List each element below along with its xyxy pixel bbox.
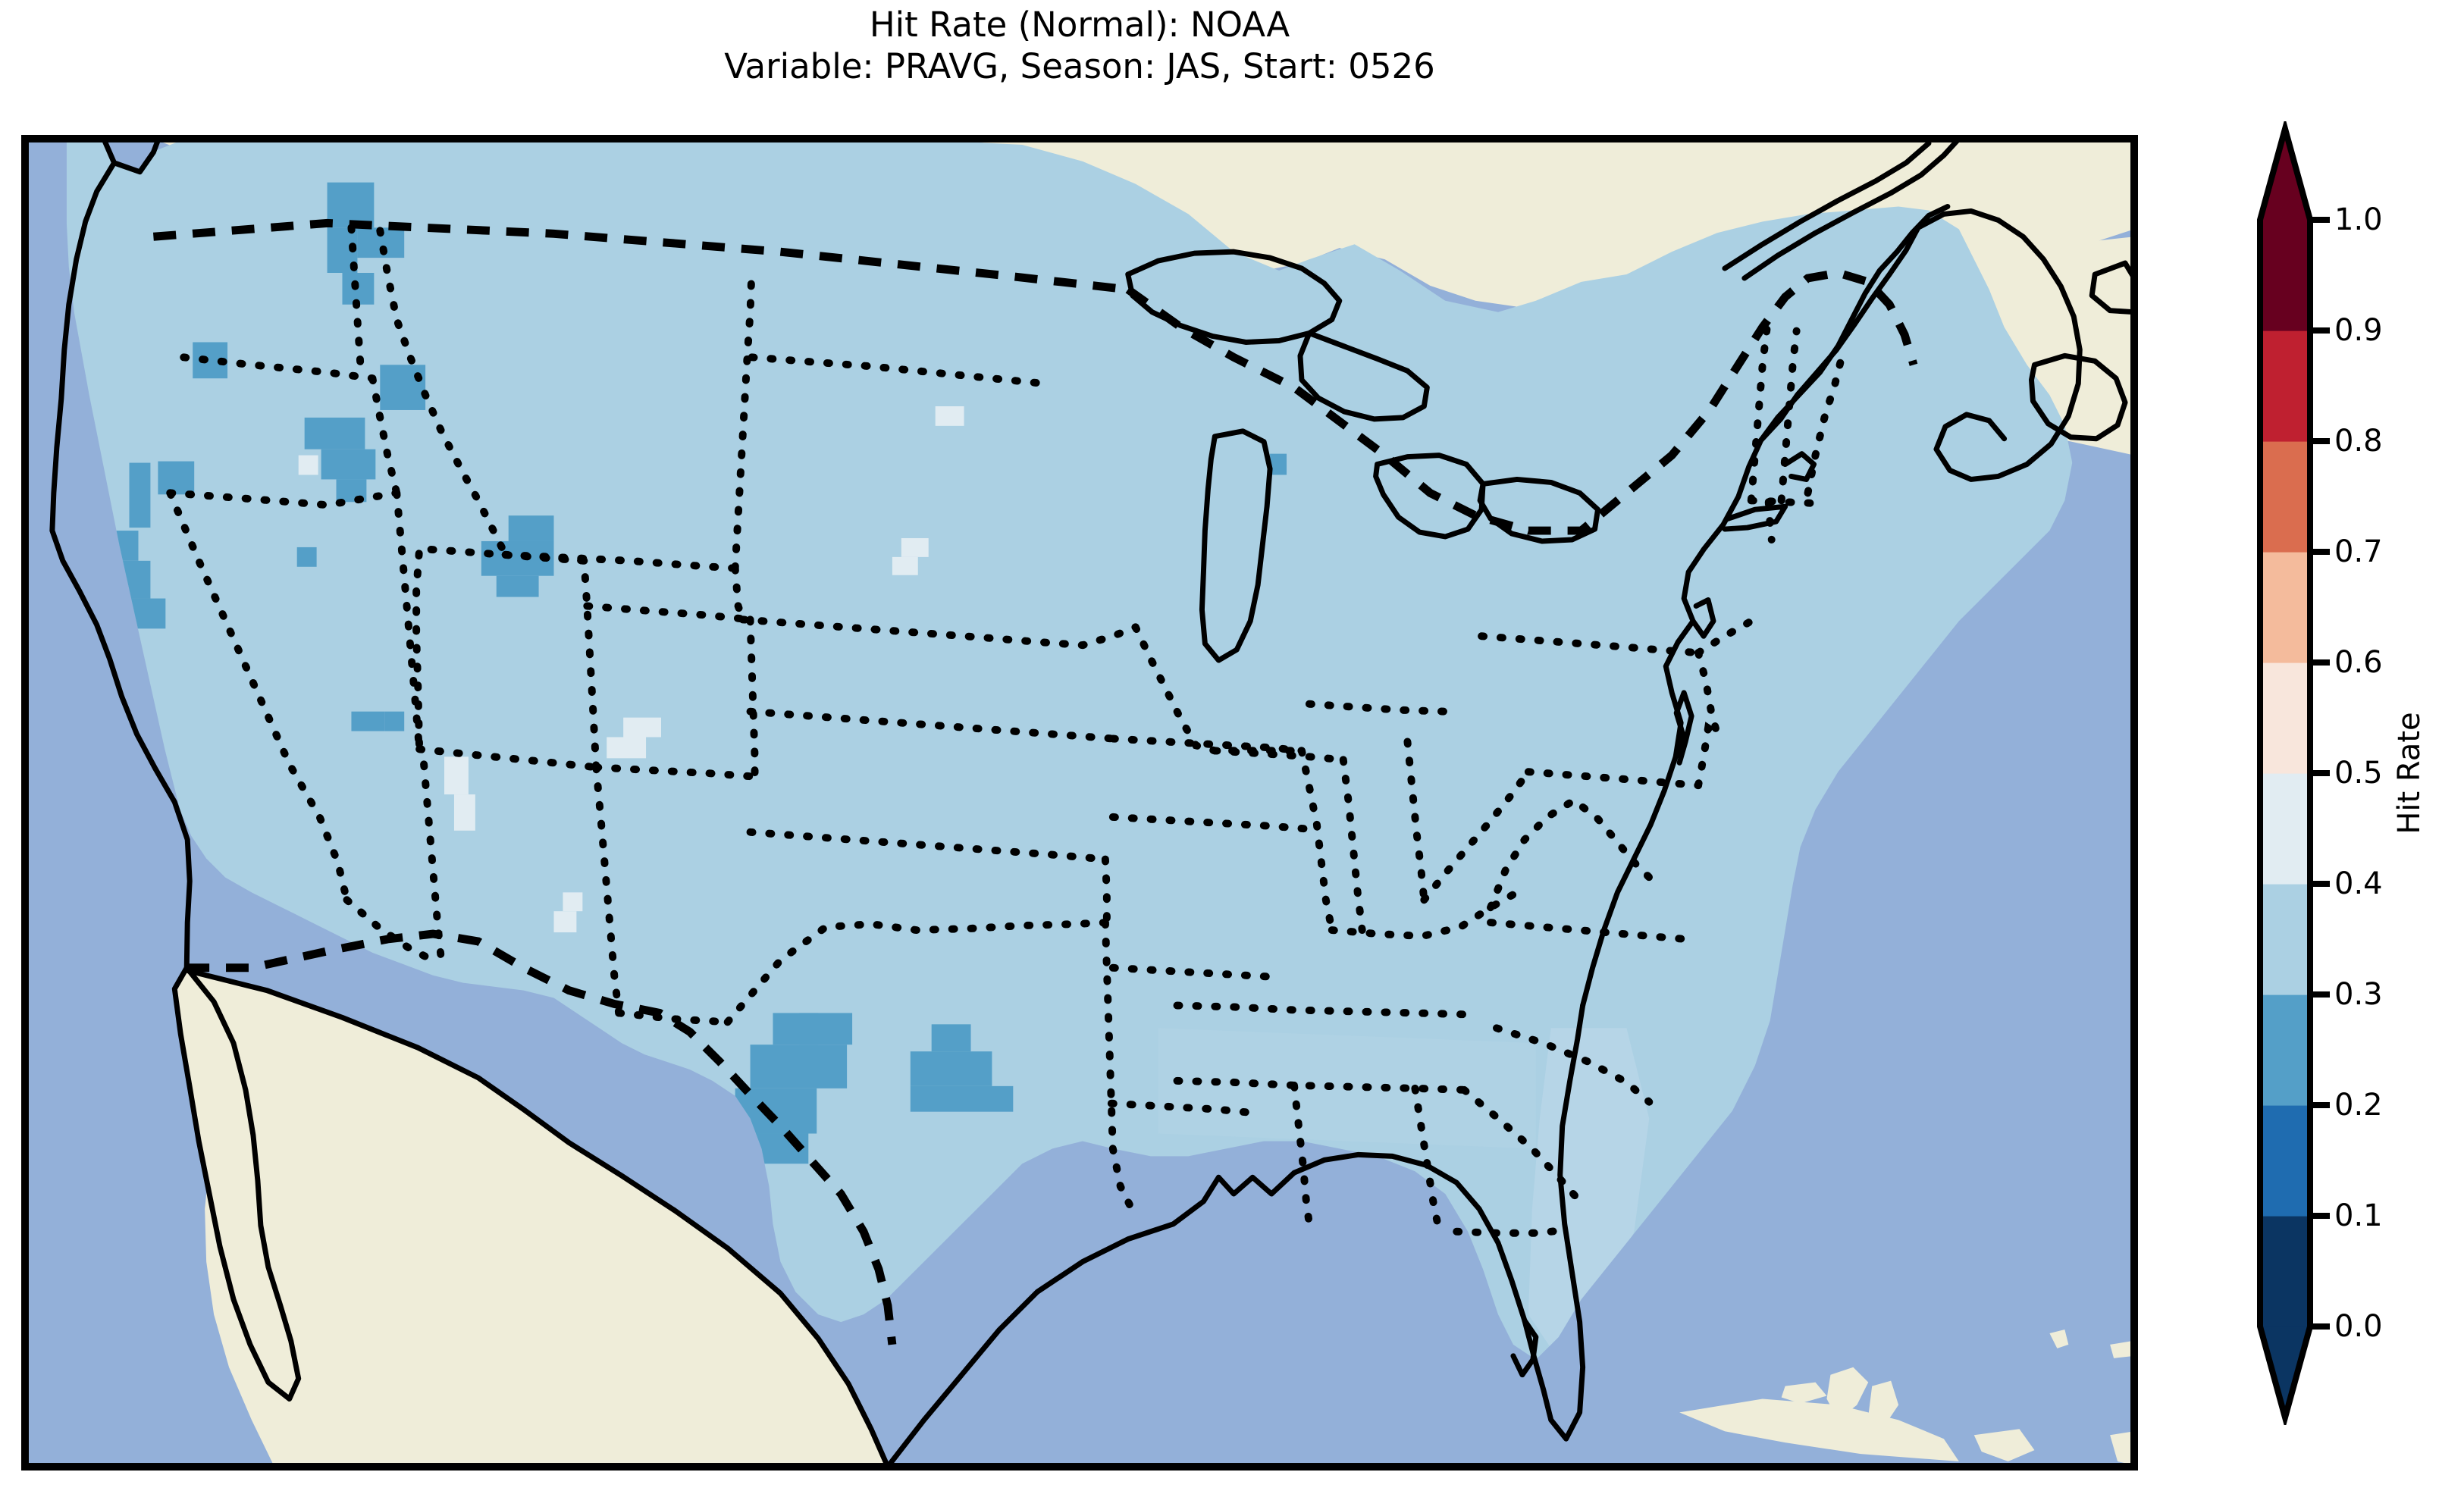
colorbar-axis-label: Hit Rate [2392,712,2427,835]
band-0p4-0p5-cells [298,406,964,933]
state-border-layer [166,224,1847,1237]
page-title: Hit Rate (Normal): NOAA Variable: PRAVG,… [0,5,2159,88]
colorbar-band-8 [2260,330,2310,442]
colorbar-band-0 [2260,1216,2310,1327]
title-line-2: Variable: PRAVG, Season: JAS, Start: 052… [724,45,1435,86]
colorbar-tick-0.2: 0.2 [2334,1088,2383,1123]
map-frame [25,139,2134,1467]
colorbar-tick-0.7: 0.7 [2334,534,2383,569]
colorbar-band-4 [2260,773,2310,885]
colorbar-tick-0.1: 0.1 [2334,1198,2383,1233]
colorbar-svg [2257,121,2330,1425]
map-layers [25,139,2134,1467]
colorbar-over-arrow [2260,129,2310,220]
colorbar-tick-0.4: 0.4 [2334,866,2383,901]
colorbar-tick-0.5: 0.5 [2334,756,2383,791]
colorbar-band-7 [2260,441,2310,553]
colorbar-gradient[interactable] [2256,121,2330,1425]
colorbar-outline [2257,121,2313,1425]
colorbar-tick-0.8: 0.8 [2334,424,2383,459]
colorbar-tick-0.3: 0.3 [2334,977,2383,1012]
colorbar-band-1 [2260,1105,2310,1217]
colorbar-tick-0.0: 0.0 [2334,1309,2383,1344]
colorbar-band-6 [2260,552,2310,663]
colorbar-band-9 [2260,220,2310,331]
title-line-1: Hit Rate (Normal): NOAA [869,5,1290,45]
colorbar-tick-1.0: 1.0 [2334,202,2383,237]
colorbar-tick-0.6: 0.6 [2334,645,2383,680]
coastline-layer [49,139,2134,1467]
colorbar-under-arrow [2260,1326,2310,1417]
map-axes[interactable] [21,135,2138,1471]
colorbar-band-5 [2260,662,2310,774]
colorbar-band-2 [2260,994,2310,1106]
colorbar[interactable]: 1.0 0.9 0.8 0.7 0.6 0.5 0.4 0.3 0.2 0.1 … [2256,121,2464,1425]
colorbar-band-3 [2260,884,2310,995]
map-canvas[interactable] [25,139,2134,1467]
colorbar-tick-0.9: 0.9 [2334,313,2383,348]
